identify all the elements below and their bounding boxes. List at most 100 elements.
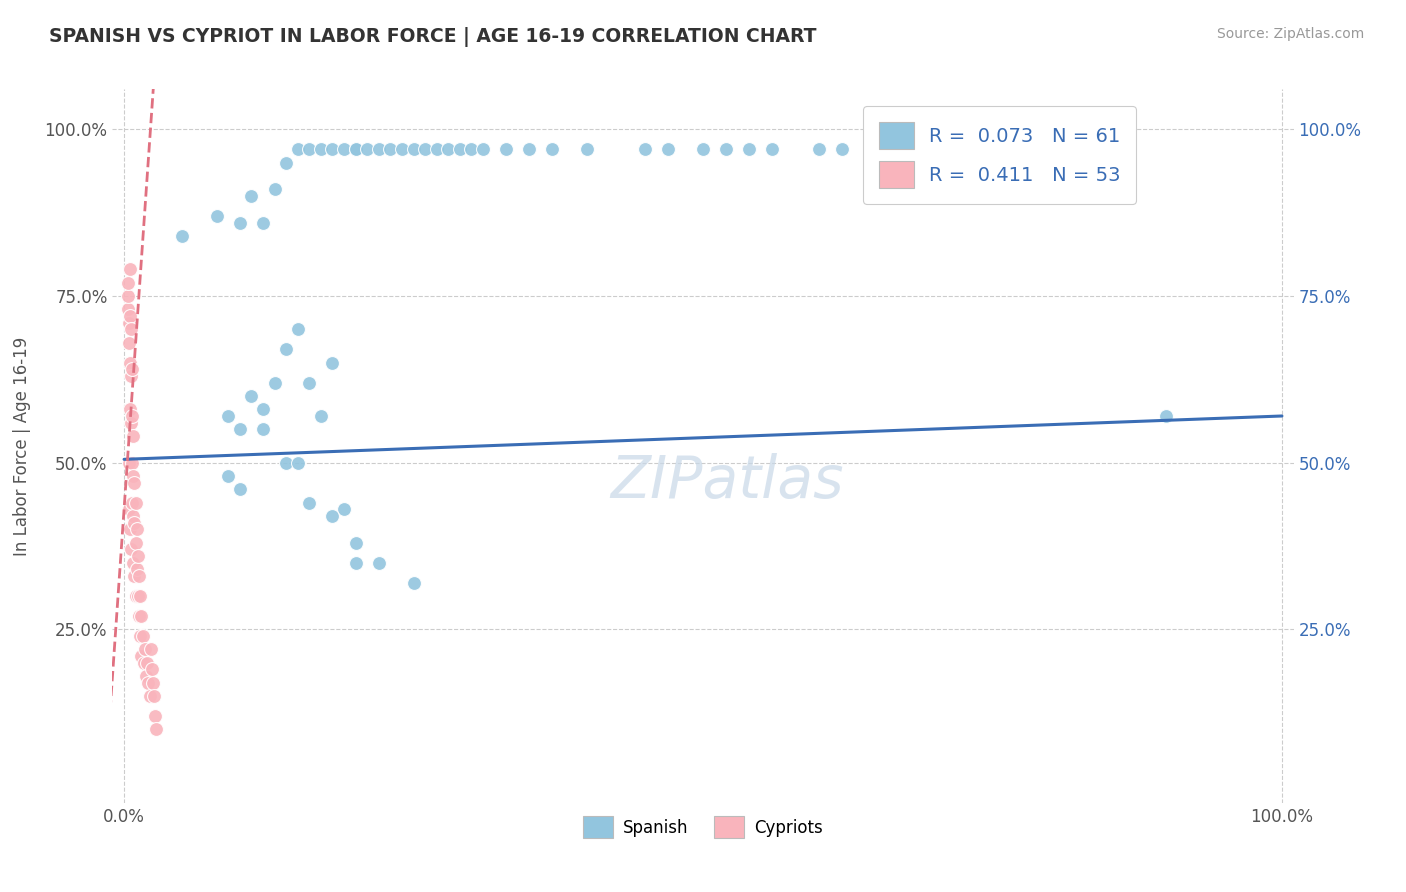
Point <box>125 522 148 536</box>
Point <box>344 535 367 549</box>
Point <box>287 142 309 156</box>
Point <box>143 689 166 703</box>
Point <box>252 402 274 417</box>
Y-axis label: In Labor Force | Age 16-19: In Labor Force | Age 16-19 <box>13 336 31 556</box>
Point <box>657 142 679 156</box>
Point <box>240 189 263 203</box>
Point <box>356 142 378 156</box>
Point <box>344 556 367 570</box>
Point <box>276 343 298 357</box>
Point <box>866 142 889 156</box>
Point <box>124 569 146 583</box>
Point <box>122 556 145 570</box>
Point <box>229 216 252 230</box>
Point <box>263 376 285 390</box>
Point <box>118 502 141 516</box>
Point <box>333 502 356 516</box>
Point <box>761 142 783 156</box>
Point <box>118 402 141 417</box>
Point <box>142 675 165 690</box>
Point <box>121 496 143 510</box>
Point <box>321 142 343 156</box>
Point <box>309 409 332 423</box>
Point <box>138 675 160 690</box>
Point <box>117 302 139 317</box>
Point <box>121 409 143 423</box>
Point <box>252 216 274 230</box>
Point <box>139 642 162 657</box>
Point <box>807 142 830 156</box>
Point <box>217 469 239 483</box>
Point <box>402 142 425 156</box>
Point <box>380 142 402 156</box>
Point <box>131 629 153 643</box>
Point <box>121 362 143 376</box>
Point <box>122 429 145 443</box>
Point <box>120 542 142 557</box>
Point <box>145 723 167 737</box>
Point <box>460 142 482 156</box>
Point <box>229 422 252 436</box>
Point <box>831 142 853 156</box>
Point <box>298 142 321 156</box>
Point <box>692 142 714 156</box>
Point <box>118 356 141 370</box>
Point <box>367 556 389 570</box>
Point <box>131 609 153 624</box>
Point <box>321 509 343 524</box>
Point <box>138 689 160 703</box>
Point <box>495 142 517 156</box>
Point <box>437 142 460 156</box>
Point <box>170 228 193 243</box>
Point <box>205 209 228 223</box>
Point <box>124 516 146 530</box>
Point <box>117 276 139 290</box>
Point <box>576 142 599 156</box>
Point <box>129 629 152 643</box>
Point <box>333 142 356 156</box>
Point <box>117 289 139 303</box>
Point <box>298 496 321 510</box>
Text: Source: ZipAtlas.com: Source: ZipAtlas.com <box>1216 27 1364 41</box>
Point <box>124 535 146 549</box>
Point <box>263 182 285 196</box>
Point <box>391 142 413 156</box>
Point <box>287 322 309 336</box>
Point <box>240 389 263 403</box>
Point <box>541 142 564 156</box>
Point <box>122 509 145 524</box>
Point <box>449 142 471 156</box>
Point <box>120 322 142 336</box>
Point <box>134 642 156 657</box>
Point <box>344 142 367 156</box>
Point <box>276 155 298 169</box>
Point <box>124 496 146 510</box>
Point <box>135 669 157 683</box>
Point <box>413 142 436 156</box>
Point <box>634 142 657 156</box>
Point <box>517 142 540 156</box>
Point <box>120 416 142 430</box>
Point <box>122 469 145 483</box>
Point <box>131 649 153 664</box>
Point <box>1154 409 1177 423</box>
Point <box>121 456 143 470</box>
Point <box>124 589 146 603</box>
Point <box>127 549 149 563</box>
Point <box>128 609 150 624</box>
Point <box>118 335 141 350</box>
Point <box>229 483 252 497</box>
Point <box>714 142 737 156</box>
Point <box>217 409 239 423</box>
Point <box>120 368 142 383</box>
Point <box>402 575 425 590</box>
Point <box>252 422 274 436</box>
Legend: Spanish, Cypriots: Spanish, Cypriots <box>576 810 830 845</box>
Point <box>287 456 309 470</box>
Point <box>426 142 449 156</box>
Point <box>141 662 163 676</box>
Point <box>118 309 141 323</box>
Point <box>344 142 367 156</box>
Point <box>367 142 389 156</box>
Point <box>738 142 761 156</box>
